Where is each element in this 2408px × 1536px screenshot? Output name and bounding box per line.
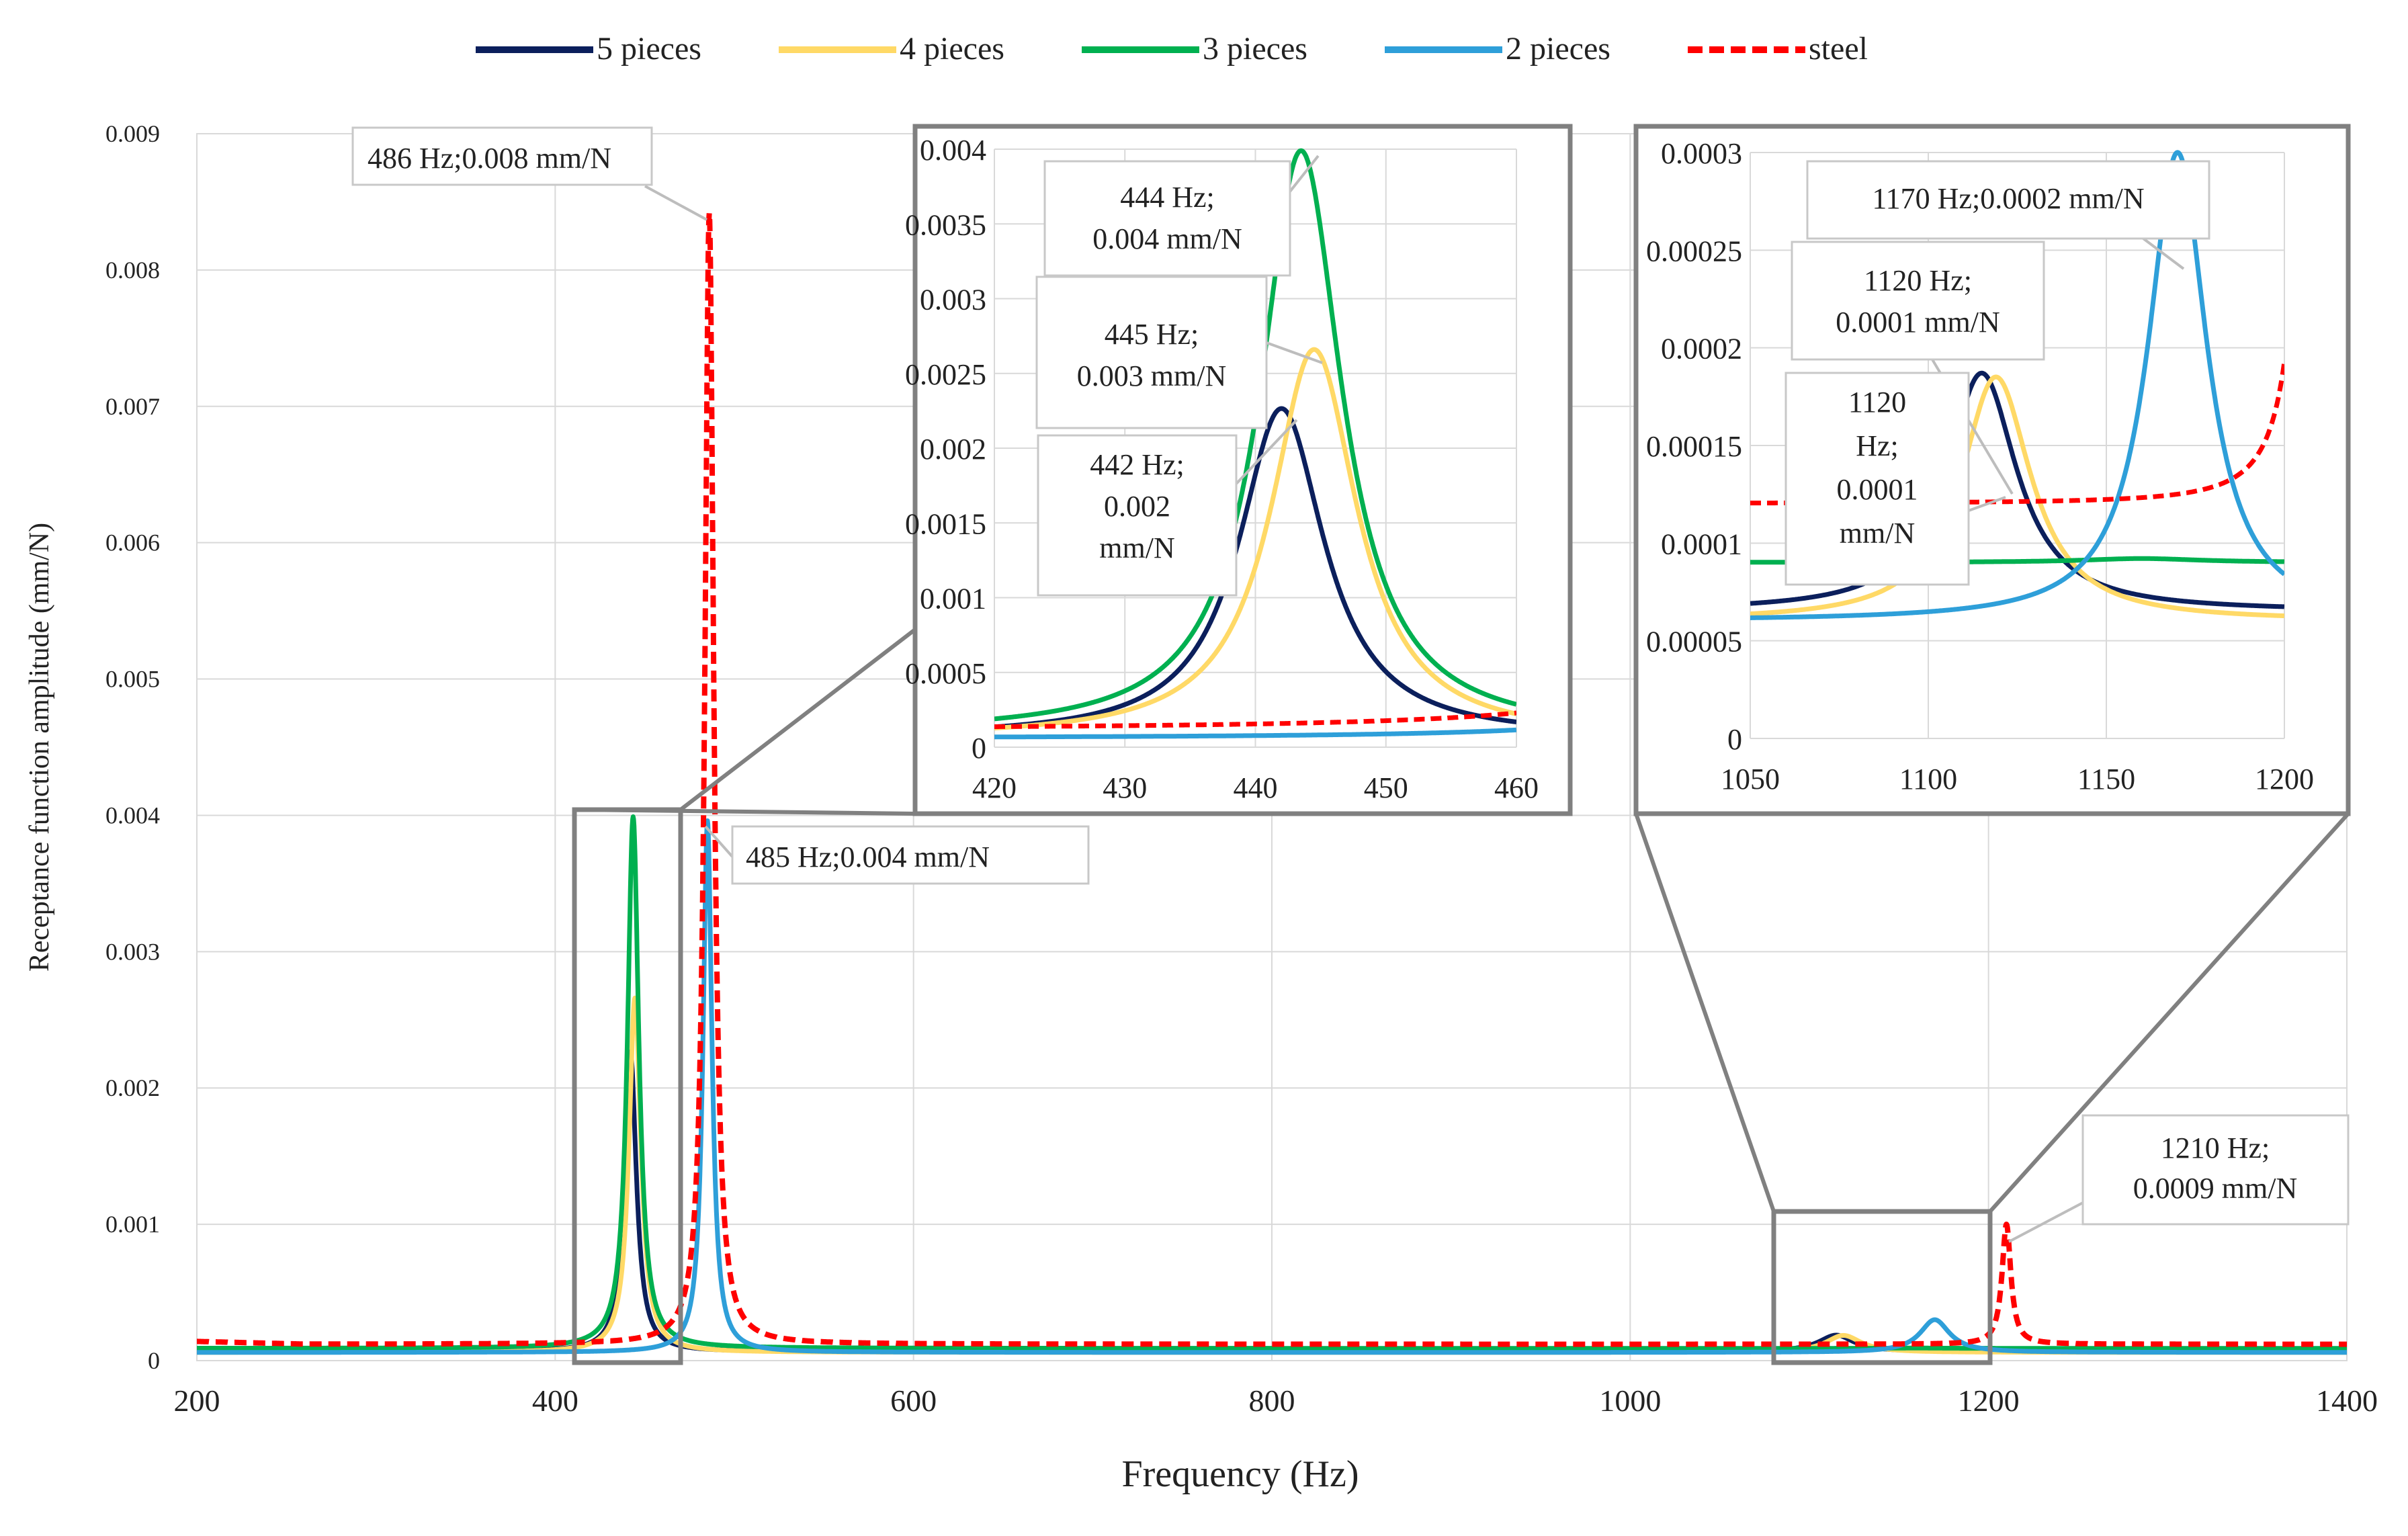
- inset-callout-label: 0.002: [1104, 490, 1170, 523]
- inset-leader: [2142, 237, 2185, 270]
- y-tick-label: 0.008: [105, 257, 160, 284]
- inset-x-tick-label: 420: [972, 771, 1017, 804]
- inset-callout-label: mm/N: [1099, 531, 1174, 564]
- inset-y-tick-label: 0.003: [920, 284, 986, 316]
- x-tick-label: 200: [174, 1383, 220, 1418]
- x-tick-label: 1000: [1599, 1383, 1661, 1418]
- inset-x-tick-label: 440: [1234, 771, 1278, 804]
- x-tick-label: 1200: [1958, 1383, 2020, 1418]
- inset-y-tick-label: 0: [1727, 723, 1742, 756]
- callout-label: 1210 Hz;: [2161, 1132, 2270, 1164]
- y-tick-label: 0.002: [105, 1074, 160, 1101]
- inset-x-tick-label: 430: [1103, 771, 1147, 804]
- inset-y-tick-label: 0.0001: [1661, 527, 1742, 560]
- inset-y-tick-label: 0: [972, 732, 986, 765]
- y-tick-label: 0.003: [105, 938, 160, 965]
- inset-leader: [1235, 419, 1298, 485]
- zoom-connector: [1988, 812, 2350, 1213]
- x-tick-label: 800: [1249, 1383, 1295, 1418]
- inset-x-tick-label: 460: [1494, 771, 1539, 804]
- inset-y-tick-label: 0.001: [920, 583, 986, 615]
- y-tick-label: 0.007: [105, 393, 160, 420]
- y-tick-label: 0.004: [105, 802, 160, 828]
- inset-y-tick-label: 0.002: [920, 433, 986, 466]
- inset-chart-1: 0 0.0005 0.001 0.0015 0.002 0.0025 0.003 0.0035…: [905, 124, 1573, 816]
- inset-callout-label: 445 Hz;: [1105, 318, 1199, 351]
- inset-x-tick-label: 450: [1364, 771, 1408, 804]
- callout-leader: [704, 825, 734, 858]
- x-tick-label: 1400: [2316, 1383, 2378, 1418]
- inset-callout-box: [1043, 160, 1291, 277]
- inset-leader: [1266, 341, 1323, 364]
- legend-label: 4 pieces: [900, 31, 1004, 67]
- inset-y-tick-label: 0.00025: [1646, 234, 1742, 267]
- inset-callout-label: mm/N: [1840, 517, 1915, 550]
- inset-callout-box: [1035, 275, 1268, 429]
- x-tick-label: 600: [890, 1383, 937, 1418]
- inset-callout-label: 1120: [1848, 386, 1906, 419]
- callout-label: 486 Hz;0.008 mm/N: [368, 142, 611, 175]
- callout-box: [351, 126, 653, 186]
- y-tick-label: 0.001: [105, 1211, 160, 1238]
- inset-callout-box: [1784, 372, 1970, 586]
- y-tick-label: 0.005: [105, 666, 160, 693]
- inset-x-tick-label: 1200: [2255, 763, 2314, 796]
- inset-callout-label: 0.003 mm/N: [1077, 359, 1226, 392]
- y-tick-label: 0.006: [105, 529, 160, 556]
- inset-x-tick-label: 1050: [1721, 763, 1780, 796]
- inset-y-tick-label: 0.00015: [1646, 430, 1742, 463]
- inset-series-line-steel: [994, 710, 1516, 729]
- inset-callout-label: 0.0001 mm/N: [1836, 306, 2000, 339]
- y-tick-label: 0.009: [105, 120, 160, 147]
- legend-label: 2 pieces: [1506, 31, 1610, 67]
- callout-label: 0.0009 mm/N: [2133, 1172, 2297, 1205]
- inset-series-line-4-pieces: [1750, 374, 2284, 619]
- inset-series-line-2-pieces: [994, 727, 1516, 740]
- inset-y-tick-label: 0.0035: [905, 208, 986, 241]
- inset-y-tick-label: 0.00005: [1646, 626, 1742, 658]
- inset-leader: [1289, 155, 1320, 193]
- callout-label: 485 Hz;0.004 mm/N: [746, 841, 990, 873]
- legend-label: 3 pieces: [1203, 31, 1307, 67]
- inset-y-tick-label: 0.0002: [1661, 333, 1742, 366]
- inset-y-tick-label: 0.0025: [905, 358, 986, 391]
- inset-series-line-5-pieces: [994, 406, 1516, 730]
- y-axis-title: Receptance function amplitude (mm/N): [24, 523, 55, 972]
- x-tick-label: 400: [532, 1383, 578, 1418]
- legend-label: steel: [1809, 31, 1868, 67]
- y-tick-label: 0: [148, 1347, 160, 1374]
- inset-y-tick-label: 0.0003: [1661, 137, 1742, 170]
- callout-box: [2081, 1114, 2350, 1226]
- callout-leader: [644, 185, 707, 221]
- inset-series-line-4-pieces: [994, 347, 1516, 731]
- inset-callout-label: 0.004 mm/N: [1092, 222, 1242, 255]
- inset-y-tick-label: 0.0015: [905, 507, 986, 540]
- inset-callout-label: 0.0001: [1837, 473, 1918, 506]
- inset-y-tick-label: 0.0005: [905, 657, 986, 690]
- x-axis-title: Frequency (Hz): [1122, 1453, 1359, 1495]
- inset-callout-label: Hz;: [1856, 429, 1899, 462]
- inset-callout-label: 1170 Hz;0.0002 mm/N: [1872, 182, 2144, 215]
- zoom-region-box: [1771, 1209, 1993, 1365]
- inset-callout-label: 444 Hz;: [1120, 181, 1215, 214]
- inset-chart-2: 0 0.00005 0.0001 0.00015 0.0002 0.00025 0.0003…: [1633, 124, 2351, 816]
- inset-callout-label: 1120 Hz;: [1864, 264, 1972, 297]
- zoom-region-box: [572, 807, 683, 1365]
- zoom-connector: [1634, 813, 1776, 1212]
- callout-leader: [2008, 1201, 2083, 1243]
- inset-callout-box: [1037, 434, 1238, 597]
- inset-series-group: [994, 148, 1516, 740]
- inset-series-line-2-pieces: [1750, 150, 2284, 620]
- callout-box: [731, 825, 1090, 885]
- inset-series-line-5-pieces: [1750, 370, 2284, 609]
- inset-x-tick-label: 1150: [2077, 763, 2135, 796]
- inset-callout-box: [1791, 241, 2045, 361]
- inset-leader: [1968, 496, 2006, 512]
- inset-callout-box: [1806, 160, 2210, 240]
- inset-x-tick-label: 1100: [1899, 763, 1957, 796]
- legend-label: 5 pieces: [597, 31, 701, 67]
- inset-callout-label: 442 Hz;: [1090, 448, 1185, 481]
- inset-y-tick-label: 0.004: [920, 134, 986, 167]
